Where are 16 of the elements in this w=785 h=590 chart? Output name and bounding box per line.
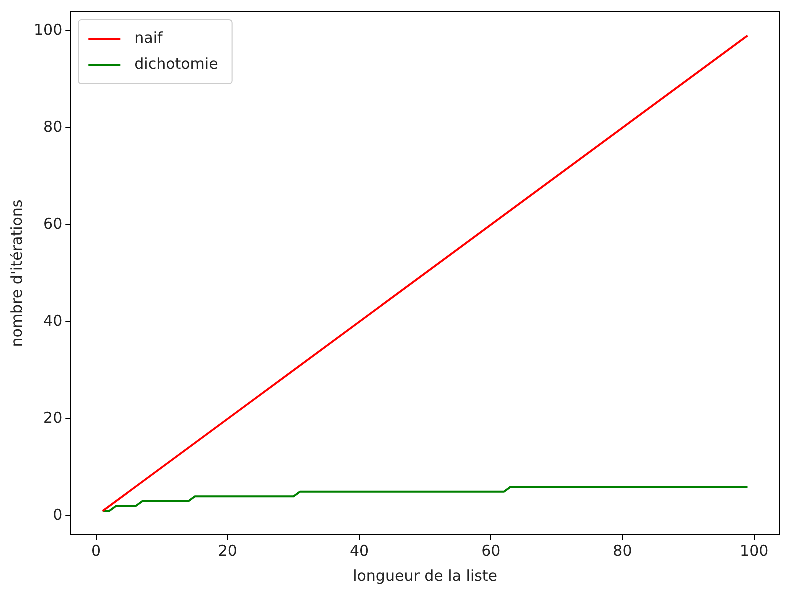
y-tick-label: 40 (44, 312, 63, 330)
legend-label: dichotomie (134, 54, 218, 73)
x-tick-label: 40 (350, 542, 370, 560)
x-axis-title: longueur de la liste (353, 566, 498, 585)
legend-label: naif (134, 28, 164, 47)
x-tick-label: 60 (482, 542, 501, 560)
x-tick-label: 80 (613, 542, 632, 560)
y-tick-label: 20 (44, 408, 63, 427)
y-tick-label: 100 (34, 20, 63, 39)
y-axis-title: nombre d'itérations (8, 200, 26, 348)
y-tick-label: 80 (44, 118, 63, 136)
y-tick-label: 0 (53, 506, 63, 524)
x-tick-label: 100 (740, 542, 769, 560)
x-tick-label: 20 (218, 542, 238, 560)
x-tick-label: 0 (92, 542, 102, 560)
y-tick-label: 60 (44, 214, 63, 233)
